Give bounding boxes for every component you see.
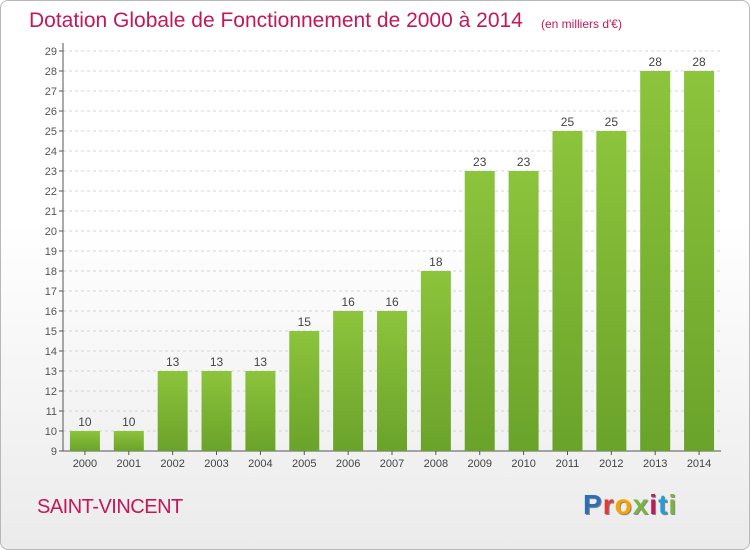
x-tick-label: 2010 [511, 458, 535, 470]
y-tick-label: 12 [45, 386, 57, 398]
y-tick-label: 29 [45, 46, 57, 58]
chart-unit-label: (en milliers d'€) [541, 17, 622, 31]
x-tick-label: 2002 [160, 458, 184, 470]
chart-title: Dotation Globale de Fonctionnement de 20… [29, 9, 523, 32]
y-tick-label: 10 [45, 426, 57, 438]
y-tick-label: 25 [45, 126, 57, 138]
bar-2007 [377, 311, 407, 451]
bar-value-label: 25 [605, 115, 619, 129]
bar-value-label: 23 [517, 155, 531, 169]
y-tick-label: 14 [45, 346, 57, 358]
y-tick-label: 16 [45, 306, 57, 318]
y-tick-label: 24 [45, 146, 57, 158]
bar-chart: 9 10 11 12 13 14 15 16 17 18 19 20 21 22 23 24 25 26 27 28 2… [45, 43, 721, 470]
x-tick-label: 2004 [248, 458, 272, 470]
bar-value-label: 28 [692, 55, 706, 69]
y-tick-label: 18 [45, 266, 57, 278]
bar-2011 [552, 131, 583, 451]
y-tick-label: 28 [45, 66, 57, 78]
logo-letter: P [583, 489, 603, 520]
bar-value-label: 18 [429, 255, 443, 269]
x-tick-label: 2007 [380, 458, 404, 470]
bar-2012 [596, 131, 627, 451]
y-tick-label: 22 [45, 186, 57, 198]
bar-2008 [420, 271, 451, 451]
y-tick-label: 11 [46, 406, 57, 418]
bar-2013 [640, 71, 671, 451]
bar-2002 [157, 371, 188, 451]
bar-value-label: 13 [254, 355, 268, 369]
x-tick-label: 2013 [643, 458, 667, 470]
y-tick-label: 27 [45, 86, 57, 98]
bar-value-label: 13 [210, 355, 224, 369]
logo-letter: i [649, 489, 659, 520]
logo-letter: t [658, 489, 669, 520]
logo-letter: x [632, 489, 650, 520]
bar-value-label: 23 [473, 155, 487, 169]
bar-2000 [69, 431, 100, 451]
y-tick-label: 17 [45, 286, 57, 298]
x-tick-label: 2006 [336, 458, 360, 470]
bar-2010 [508, 171, 539, 451]
logo-letter: r [602, 489, 615, 520]
bar-value-label: 25 [561, 115, 575, 129]
x-tick-label: 2003 [204, 458, 228, 470]
y-tick-label: 15 [45, 326, 57, 338]
bar-2009 [464, 171, 495, 451]
y-tick-label: 20 [45, 226, 57, 238]
x-tick-label: 2001 [117, 458, 141, 470]
bar-2003 [201, 371, 232, 451]
logo-letter: i [668, 489, 678, 520]
bar-2014 [684, 71, 715, 451]
bar-2001 [113, 431, 144, 451]
bar-value-label: 28 [649, 55, 663, 69]
y-tick-label: 26 [45, 106, 57, 118]
x-tick-label: 2005 [292, 458, 316, 470]
bar-2006 [333, 311, 364, 451]
y-tick-label: 13 [45, 366, 57, 378]
y-tick-label: 23 [45, 166, 57, 178]
commune-name: SAINT-VINCENT [37, 496, 183, 518]
bar-value-label: 16 [341, 295, 355, 309]
bar-value-label: 16 [385, 295, 399, 309]
bar-2004 [245, 371, 276, 451]
y-tick-label: 21 [45, 206, 57, 218]
y-tick-label: 9 [51, 446, 57, 458]
y-tick-label: 19 [45, 246, 57, 258]
bar-value-label: 10 [122, 415, 136, 429]
x-tick-label: 2008 [424, 458, 448, 470]
bar-value-label: 13 [166, 355, 180, 369]
bar-value-label: 15 [298, 315, 312, 329]
proxiti-logo: Proxiti [583, 489, 677, 521]
x-tick-label: 2000 [73, 458, 97, 470]
x-tick-label: 2014 [687, 458, 711, 470]
x-tick-label: 2012 [599, 458, 623, 470]
x-tick-label: 2011 [556, 458, 580, 470]
bar-value-label: 10 [78, 415, 92, 429]
x-tick-label: 2009 [467, 458, 491, 470]
logo-letter: o [614, 489, 633, 520]
bar-2005 [289, 331, 320, 451]
